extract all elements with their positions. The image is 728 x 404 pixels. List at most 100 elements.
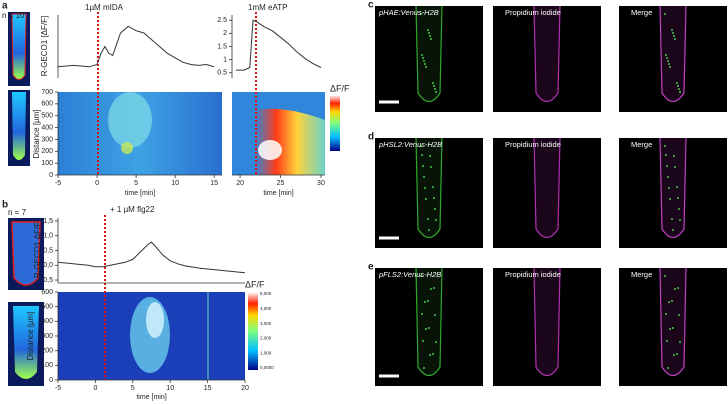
- image-title: Propidium iodide: [505, 270, 561, 279]
- x-axis-label: time [min]: [125, 190, 155, 197]
- panel-label: e: [368, 262, 374, 273]
- x-tick-label: 30: [317, 180, 325, 187]
- x-tick-label: 5: [134, 180, 138, 187]
- nucleus: [677, 85, 679, 87]
- nucleus: [671, 218, 673, 220]
- nucleus: [420, 145, 422, 147]
- nucleus: [423, 367, 425, 369]
- nucleus: [665, 154, 667, 156]
- y-tick-label: 600: [41, 101, 53, 108]
- nucleus: [423, 176, 425, 178]
- sample-size: n = 7: [8, 208, 27, 217]
- image-title: Propidium iodide: [505, 8, 561, 17]
- x-axis-label: time [min]: [136, 394, 166, 401]
- nucleus: [432, 353, 434, 355]
- nucleus: [669, 328, 671, 330]
- x-tick-label: 15: [204, 385, 212, 392]
- nucleus: [421, 313, 423, 315]
- x-tick-label: 20: [241, 385, 249, 392]
- nucleus: [664, 275, 666, 277]
- y-tick-label: 700: [41, 89, 53, 96]
- trace-line: [57, 25, 215, 68]
- nucleus: [430, 166, 432, 168]
- nucleus: [665, 313, 667, 315]
- colorbar-label: ΔF/F: [330, 83, 350, 93]
- nucleus: [434, 88, 436, 90]
- root-outline: [659, 137, 687, 239]
- y-tick-label: 400: [41, 318, 53, 325]
- y-tick-label: -0,5: [41, 277, 53, 284]
- nucleus: [434, 314, 436, 316]
- nucleus: [429, 354, 431, 356]
- heatmap-blob: [258, 140, 282, 160]
- colorbar-tick-label: 2,000: [260, 336, 272, 341]
- root-outline: [533, 5, 561, 103]
- nucleus: [428, 229, 430, 231]
- nucleus: [678, 88, 680, 90]
- root-outline: [659, 267, 687, 377]
- y-tick-label: 400: [41, 124, 53, 131]
- panel-label: c: [368, 0, 374, 11]
- root-shape: [12, 92, 26, 160]
- nucleus: [664, 145, 666, 147]
- nucleus: [674, 166, 676, 168]
- nucleus: [676, 82, 678, 84]
- colorbar-tick-label: 4,000: [260, 306, 272, 311]
- colorbar-tick-label: 1,000: [260, 350, 272, 355]
- x-tick-label: -5: [55, 180, 61, 187]
- y-tick-label: 1: [223, 56, 227, 63]
- nucleus: [678, 314, 680, 316]
- plot-title: 1mM eATP: [248, 3, 287, 12]
- nucleus: [666, 57, 668, 59]
- x-tick-label: 15: [210, 180, 218, 187]
- image-title: pHAE:Venus-H2B: [378, 8, 439, 17]
- nucleus: [669, 198, 671, 200]
- nucleus: [424, 63, 426, 65]
- x-tick-label: 5: [131, 385, 135, 392]
- y-tick-label: 0,0: [43, 262, 53, 269]
- nucleus: [420, 13, 422, 15]
- y-tick-label: 2: [223, 30, 227, 37]
- root-shape: [11, 13, 27, 80]
- heatmap-blob: [121, 142, 133, 154]
- y-tick-label: 500: [41, 113, 53, 120]
- y-tick-label: 300: [41, 333, 53, 340]
- root-shape: [13, 306, 39, 379]
- heatmap-blob: [146, 302, 164, 338]
- nucleus: [673, 35, 675, 37]
- nucleus: [433, 287, 435, 289]
- nucleus: [429, 155, 431, 157]
- root-outline: [659, 5, 687, 103]
- plot-title: + 1 µM flg22: [110, 205, 155, 214]
- nucleus: [422, 340, 424, 342]
- y-tick-label: 100: [41, 160, 53, 167]
- nucleus: [679, 91, 681, 93]
- y-tick-label: 200: [41, 348, 53, 355]
- nucleus: [433, 85, 435, 87]
- nucleus: [435, 341, 437, 343]
- root-outline: [415, 137, 443, 239]
- nucleus: [671, 29, 673, 31]
- nucleus: [435, 219, 437, 221]
- nucleus: [674, 288, 676, 290]
- nucleus: [429, 35, 431, 37]
- image-title: Merge: [631, 8, 652, 17]
- nucleus: [667, 176, 669, 178]
- nucleus: [422, 57, 424, 59]
- panel-label: b: [2, 200, 8, 211]
- nucleus: [679, 219, 681, 221]
- nucleus: [430, 288, 432, 290]
- y-tick-label: 0,5: [43, 247, 53, 254]
- nucleus: [676, 353, 678, 355]
- x-tick-label: -5: [55, 385, 61, 392]
- nucleus: [432, 82, 434, 84]
- y-axis-label: R-GECO1 [ΔF/F]: [40, 16, 49, 76]
- colorbar: [330, 95, 340, 151]
- x-tick-label: 0: [93, 385, 97, 392]
- nucleus: [422, 165, 424, 167]
- y-axis-label: R-GECO1 ΔF/F: [33, 222, 42, 278]
- nucleus: [425, 328, 427, 330]
- image-title: Propidium iodide: [505, 140, 561, 149]
- colorbar-label: ΔF/F: [245, 279, 265, 289]
